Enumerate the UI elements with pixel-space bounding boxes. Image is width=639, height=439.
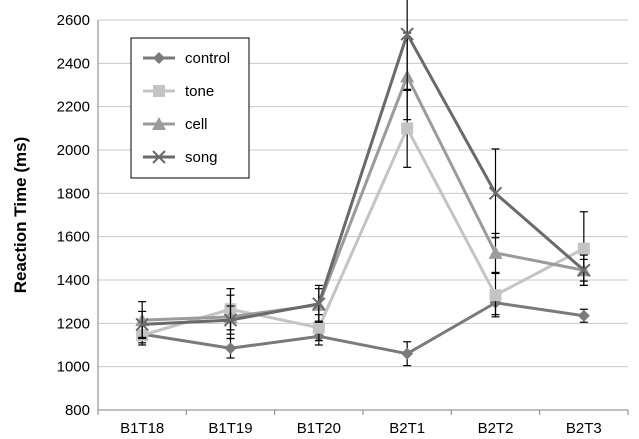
- legend-marker: [153, 85, 165, 97]
- data-point: [224, 342, 237, 355]
- x-tick-label: B2T1: [389, 420, 425, 437]
- x-tick-label: B1T20: [297, 420, 341, 437]
- x-axis-ticks: B1T18 B1T19 B1T20 B2T1 B2T2 B2T3: [97, 410, 629, 437]
- y-tick-label: 1600: [57, 229, 90, 246]
- y-axis-ticks: 800 1000 1200 1400 1600 1800 2000 2200 2400 2600: [57, 12, 90, 419]
- legend-marker: [153, 52, 165, 64]
- y-tick-label: 1200: [57, 315, 90, 332]
- data-point: [488, 245, 503, 259]
- data-point: [312, 321, 325, 334]
- series-line: [141, 126, 585, 337]
- data-point: [312, 297, 326, 311]
- data-point: [577, 263, 591, 277]
- x-tick-label: B1T19: [208, 420, 252, 437]
- legend-item-cell: cell: [143, 116, 208, 133]
- legend-marker: [152, 117, 166, 130]
- data-point: [401, 347, 414, 360]
- data-point: [577, 309, 590, 322]
- series-line: [141, 301, 585, 356]
- y-tick-label: 2000: [57, 142, 90, 159]
- legend-label: tone: [185, 83, 214, 100]
- legend-item-song: song: [143, 149, 218, 166]
- series-line: [142, 32, 585, 326]
- legend-item-control: control: [143, 50, 230, 67]
- y-tick-label: 1400: [57, 272, 90, 289]
- y-tick-label: 2600: [57, 12, 90, 29]
- y-tick-label: 1800: [57, 185, 90, 202]
- x-tick-label: B2T3: [566, 420, 602, 437]
- y-tick-label: 2400: [57, 55, 90, 72]
- legend-marker: [152, 150, 166, 164]
- legend-label: song: [185, 149, 218, 166]
- series-line: [142, 74, 585, 322]
- legend-item-tone: tone: [143, 83, 214, 100]
- data-point: [135, 317, 149, 332]
- legend-label: cell: [185, 116, 208, 133]
- y-tick-label: 800: [65, 402, 90, 419]
- data-point: [400, 27, 414, 41]
- legend-box: [130, 37, 250, 179]
- data-point: [489, 289, 502, 302]
- y-tick-label: 2200: [57, 99, 90, 116]
- x-tick-label: B2T2: [478, 420, 514, 437]
- y-axis-title: Reaction Time (ms): [11, 137, 30, 294]
- data-point: [488, 186, 503, 201]
- legend: control tone cell song: [130, 37, 250, 179]
- data-point: [223, 313, 238, 327]
- y-tick-label: 1000: [57, 359, 90, 376]
- data-point: [577, 242, 590, 255]
- plot-area: [135, 0, 591, 367]
- series-song: [135, 0, 591, 339]
- x-tick-label: B1T18: [120, 420, 164, 437]
- data-point: [401, 122, 414, 135]
- legend-label: control: [185, 50, 230, 67]
